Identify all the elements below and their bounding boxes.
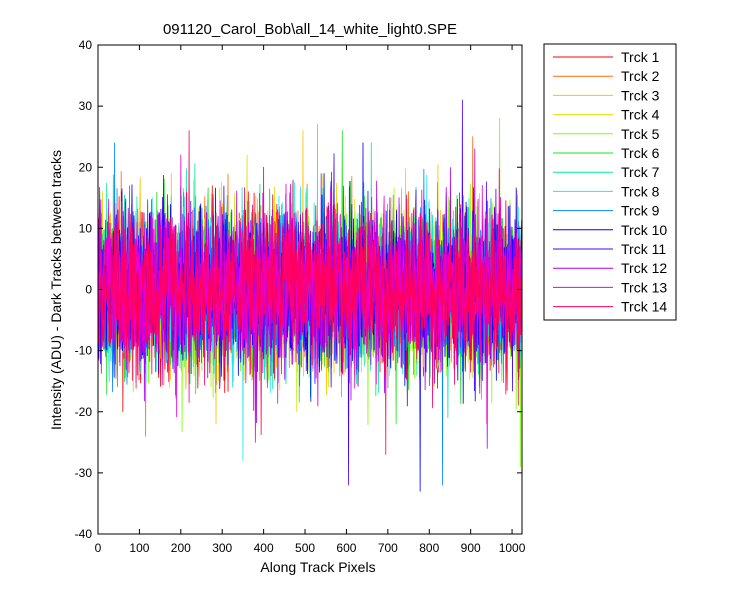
legend-label: Trck 11	[621, 241, 666, 257]
y-tick-label: -10	[75, 344, 93, 358]
y-tick-label: 30	[79, 99, 93, 113]
y-tick-label: 0	[85, 283, 92, 297]
series-line-13	[98, 154, 522, 443]
y-tick-label: 10	[79, 221, 93, 235]
x-tick-label: 700	[378, 541, 398, 555]
y-tick-label: -20	[75, 405, 93, 419]
y-tick-label: -40	[75, 527, 93, 541]
legend-label: Trck 14	[621, 299, 667, 315]
legend-label: Trck 1	[621, 49, 660, 65]
legend: Trck 1 Trck 2 Trck 3 Trck 4 Trck 5 Trck 6 Trck…	[543, 43, 677, 321]
legend-label: Trck 13	[621, 279, 667, 295]
legend-label: Trck 5	[621, 126, 660, 142]
legend-label: Trck 12	[621, 260, 667, 276]
y-tick-label: 40	[79, 38, 93, 52]
x-tick-label: 400	[254, 541, 274, 555]
legend-label: Trck 10	[621, 222, 667, 238]
legend-label: Trck 7	[621, 164, 660, 180]
x-axis: 0 100 200 300 400 500 600 700 800 900 1000	[95, 45, 526, 555]
x-axis-label: Along Track Pixels	[260, 559, 375, 575]
y-tick-label: 20	[79, 160, 93, 174]
x-tick-label: 500	[295, 541, 315, 555]
y-axis: -40 -30 -20 -10 0 10 20 30 40	[75, 38, 522, 541]
y-tick-label: -30	[75, 466, 93, 480]
legend-label: Trck 9	[621, 203, 660, 219]
legend-label: Trck 2	[621, 68, 660, 84]
legend-label: Trck 4	[621, 107, 660, 123]
x-tick-label: 200	[171, 541, 191, 555]
x-tick-label: 900	[461, 541, 481, 555]
x-tick-label: 100	[129, 541, 149, 555]
series-line-14	[98, 130, 522, 455]
legend-label: Trck 3	[621, 87, 660, 103]
legend-label: Trck 6	[621, 145, 660, 161]
x-tick-label: 0	[95, 541, 102, 555]
x-tick-label: 600	[336, 541, 356, 555]
legend-label: Trck 8	[621, 183, 660, 199]
x-tick-label: 1000	[499, 541, 526, 555]
series-layer	[98, 99, 522, 492]
chart-title: 091120_Carol_Bob\all_14_white_light0.SPE	[163, 21, 457, 38]
y-axis-label: Intensity (ADU) - Dark Tracks between tr…	[48, 150, 64, 430]
legend-box	[543, 43, 677, 321]
x-tick-label: 300	[212, 541, 232, 555]
x-tick-label: 800	[419, 541, 439, 555]
